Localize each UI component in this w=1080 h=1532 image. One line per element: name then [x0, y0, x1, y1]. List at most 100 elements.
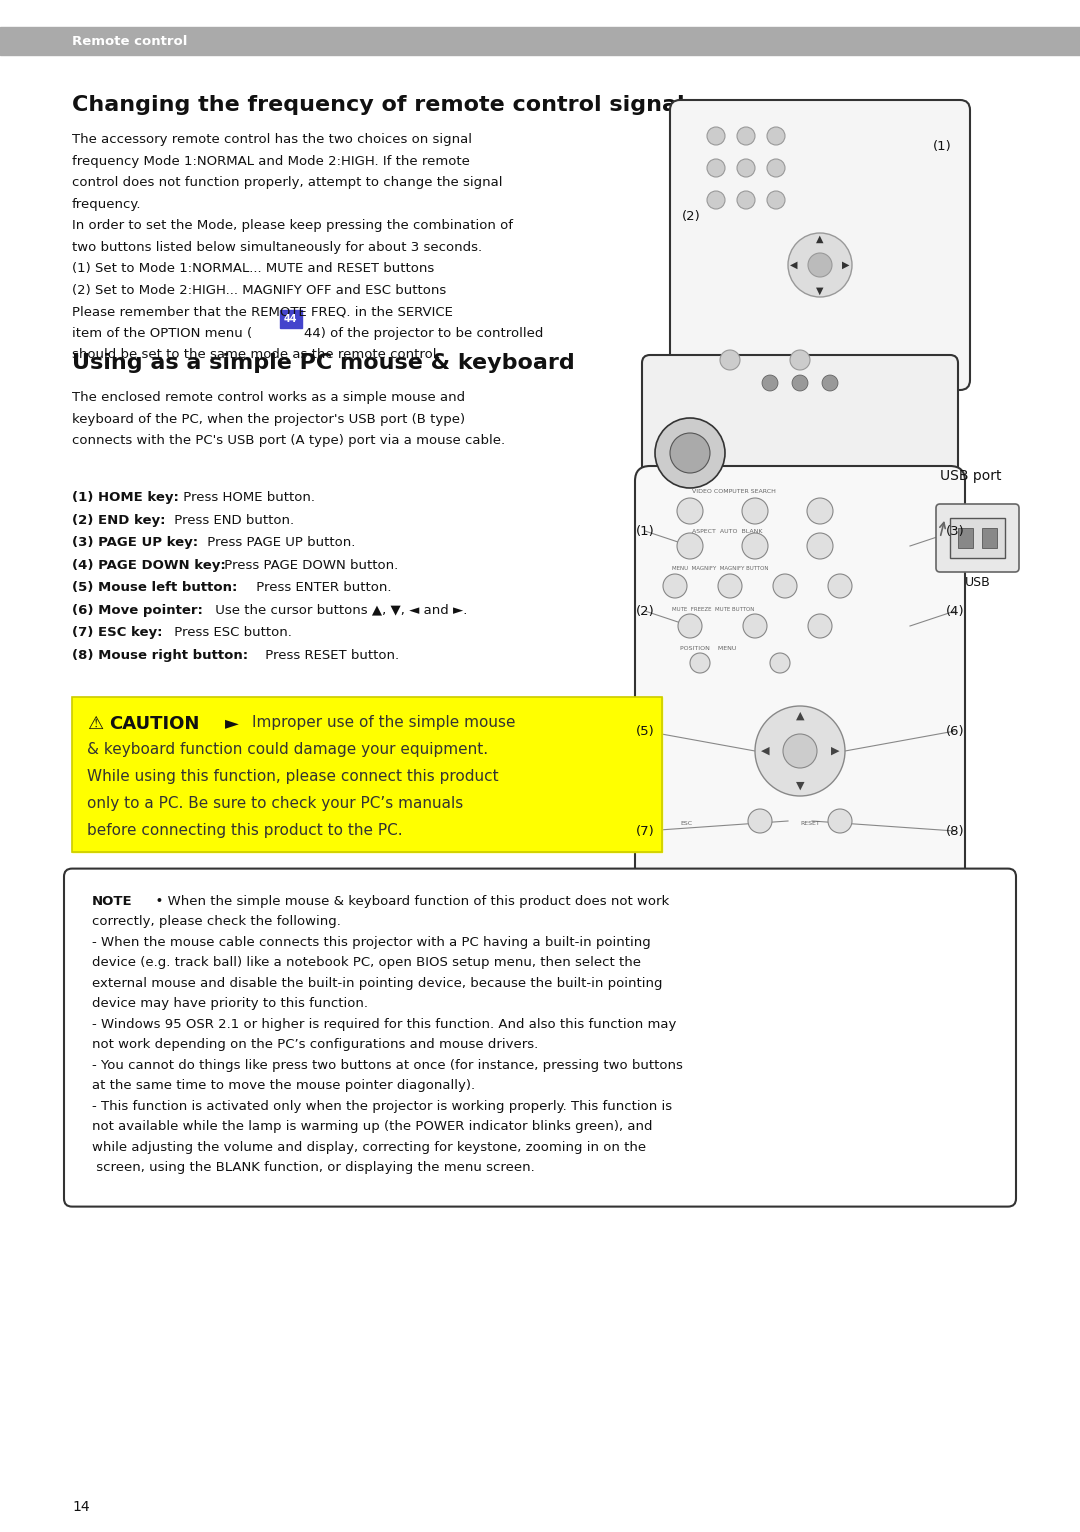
Circle shape: [767, 192, 785, 208]
Circle shape: [720, 349, 740, 371]
Bar: [982, 529, 997, 548]
Circle shape: [828, 809, 852, 833]
Text: USB port: USB port: [940, 469, 1001, 483]
Circle shape: [808, 614, 832, 637]
Text: MENU  MAGNIFY  MAGNIFY BUTTON: MENU MAGNIFY MAGNIFY BUTTON: [672, 565, 769, 571]
Text: correctly, please check the following.: correctly, please check the following.: [92, 915, 341, 928]
Text: Press PAGE UP button.: Press PAGE UP button.: [203, 536, 355, 548]
Circle shape: [718, 574, 742, 597]
Text: ▶: ▶: [842, 260, 850, 270]
Text: (7): (7): [636, 824, 654, 838]
Text: • When the simple mouse & keyboard function of this product does not work: • When the simple mouse & keyboard funct…: [147, 895, 670, 907]
Circle shape: [783, 734, 816, 768]
Text: (1): (1): [933, 139, 951, 153]
Text: - You cannot do things like press two buttons at once (for instance, pressing tw: - You cannot do things like press two bu…: [92, 1059, 683, 1071]
Text: should be set to the same mode as the remote control.: should be set to the same mode as the re…: [72, 348, 441, 362]
Text: Remote control: Remote control: [72, 35, 187, 47]
Text: 14: 14: [72, 1500, 90, 1514]
Circle shape: [677, 498, 703, 524]
Text: device may have priority to this function.: device may have priority to this functio…: [92, 997, 368, 1010]
Text: Press ENTER button.: Press ENTER button.: [253, 581, 392, 594]
Text: ►: ►: [225, 714, 239, 732]
Text: connects with the PC's USB port (A type) port via a mouse cable.: connects with the PC's USB port (A type)…: [72, 434, 505, 447]
Text: device (e.g. track ball) like a notebook PC, open BIOS setup menu, then select t: device (e.g. track ball) like a notebook…: [92, 956, 642, 970]
Text: control does not function properly, attempt to change the signal: control does not function properly, atte…: [72, 176, 502, 188]
Text: CAUTION: CAUTION: [109, 714, 200, 732]
Text: In order to set the Mode, please keep pressing the combination of: In order to set the Mode, please keep pr…: [72, 219, 513, 231]
Text: two buttons listed below simultaneously for about 3 seconds.: two buttons listed below simultaneously …: [72, 241, 482, 253]
Circle shape: [748, 809, 772, 833]
Text: ESC: ESC: [680, 821, 692, 826]
FancyBboxPatch shape: [64, 869, 1016, 1207]
Text: Changing the frequency of remote control signal: Changing the frequency of remote control…: [72, 95, 685, 115]
Text: (8) Mouse right button:: (8) Mouse right button:: [72, 650, 248, 662]
Text: at the same time to move the mouse pointer diagonally).: at the same time to move the mouse point…: [92, 1079, 475, 1092]
Text: ▲: ▲: [796, 711, 805, 722]
Circle shape: [773, 574, 797, 597]
Text: (7) ESC key:: (7) ESC key:: [72, 627, 162, 639]
Circle shape: [755, 706, 845, 797]
Text: Press ESC button.: Press ESC button.: [171, 627, 293, 639]
Text: (1) HOME key:: (1) HOME key:: [72, 490, 179, 504]
Text: external mouse and disable the built-in pointing device, because the built-in po: external mouse and disable the built-in …: [92, 976, 662, 990]
Circle shape: [788, 233, 852, 297]
Text: (2): (2): [681, 210, 701, 224]
Text: keyboard of the PC, when the projector's USB port (B type): keyboard of the PC, when the projector's…: [72, 412, 465, 426]
Text: ◀: ◀: [760, 746, 769, 755]
Circle shape: [767, 127, 785, 146]
FancyBboxPatch shape: [635, 466, 966, 916]
Text: Press PAGE DOWN button.: Press PAGE DOWN button.: [219, 559, 397, 571]
Text: While using this function, please connect this product: While using this function, please connec…: [87, 769, 499, 783]
Text: Press RESET button.: Press RESET button.: [260, 650, 399, 662]
Circle shape: [742, 498, 768, 524]
Text: (5) Mouse left button:: (5) Mouse left button:: [72, 581, 238, 594]
Circle shape: [807, 533, 833, 559]
Text: frequency Mode 1:NORMAL and Mode 2:HIGH. If the remote: frequency Mode 1:NORMAL and Mode 2:HIGH.…: [72, 155, 470, 167]
Text: only to a PC. Be sure to check your PC’s manuals: only to a PC. Be sure to check your PC’s…: [87, 795, 463, 810]
Text: ◀: ◀: [791, 260, 798, 270]
Circle shape: [737, 127, 755, 146]
Text: while adjusting the volume and display, correcting for keystone, zooming in on t: while adjusting the volume and display, …: [92, 1141, 646, 1154]
FancyBboxPatch shape: [936, 504, 1020, 571]
Text: ▼: ▼: [816, 286, 824, 296]
Circle shape: [743, 614, 767, 637]
Text: 44: 44: [284, 314, 297, 323]
Text: (6) Move pointer:: (6) Move pointer:: [72, 604, 203, 617]
Text: item of the OPTION menu (: item of the OPTION menu (: [72, 326, 252, 340]
Text: (1): (1): [636, 524, 654, 538]
Circle shape: [822, 375, 838, 391]
Text: ▼: ▼: [796, 781, 805, 791]
Text: - Windows 95 OSR 2.1 or higher is required for this function. And also this func: - Windows 95 OSR 2.1 or higher is requir…: [92, 1017, 676, 1031]
FancyBboxPatch shape: [642, 355, 958, 552]
Text: (4): (4): [946, 605, 964, 617]
Circle shape: [737, 192, 755, 208]
Text: Using as a simple PC mouse & keyboard: Using as a simple PC mouse & keyboard: [72, 352, 575, 372]
Text: ⚠: ⚠: [87, 714, 103, 732]
Text: POSITION    MENU: POSITION MENU: [680, 647, 737, 651]
Circle shape: [767, 159, 785, 178]
Bar: [72, 697, 662, 852]
Text: (4) PAGE DOWN key:: (4) PAGE DOWN key:: [72, 559, 226, 571]
Circle shape: [737, 159, 755, 178]
Text: (8): (8): [946, 824, 964, 838]
Circle shape: [762, 375, 778, 391]
Circle shape: [770, 653, 789, 673]
Bar: [950, 518, 1005, 558]
Text: USB: USB: [964, 576, 990, 588]
Circle shape: [707, 192, 725, 208]
Text: (1) Set to Mode 1:NORMAL... MUTE and RESET buttons: (1) Set to Mode 1:NORMAL... MUTE and RES…: [72, 262, 434, 276]
Text: - When the mouse cable connects this projector with a PC having a built-in point: - When the mouse cable connects this pro…: [92, 936, 651, 948]
Text: not work depending on the PC’s configurations and mouse drivers.: not work depending on the PC’s configura…: [92, 1039, 538, 1051]
Text: - This function is activated only when the projector is working properly. This f: - This function is activated only when t…: [92, 1100, 672, 1112]
Text: frequency.: frequency.: [72, 198, 141, 210]
Circle shape: [663, 574, 687, 597]
Text: & keyboard function could damage your equipment.: & keyboard function could damage your eq…: [87, 741, 488, 757]
Text: ▶: ▶: [831, 746, 839, 755]
Text: Use the cursor buttons ▲, ▼, ◄ and ►.: Use the cursor buttons ▲, ▼, ◄ and ►.: [212, 604, 468, 617]
Text: (2) END key:: (2) END key:: [72, 513, 165, 527]
Text: not available while the lamp is warming up (the POWER indicator blinks green), a: not available while the lamp is warming …: [92, 1120, 652, 1134]
FancyBboxPatch shape: [670, 100, 970, 391]
Text: Please remember that the REMOTE FREQ. in the SERVICE: Please remember that the REMOTE FREQ. in…: [72, 305, 453, 319]
Circle shape: [807, 498, 833, 524]
Circle shape: [677, 533, 703, 559]
